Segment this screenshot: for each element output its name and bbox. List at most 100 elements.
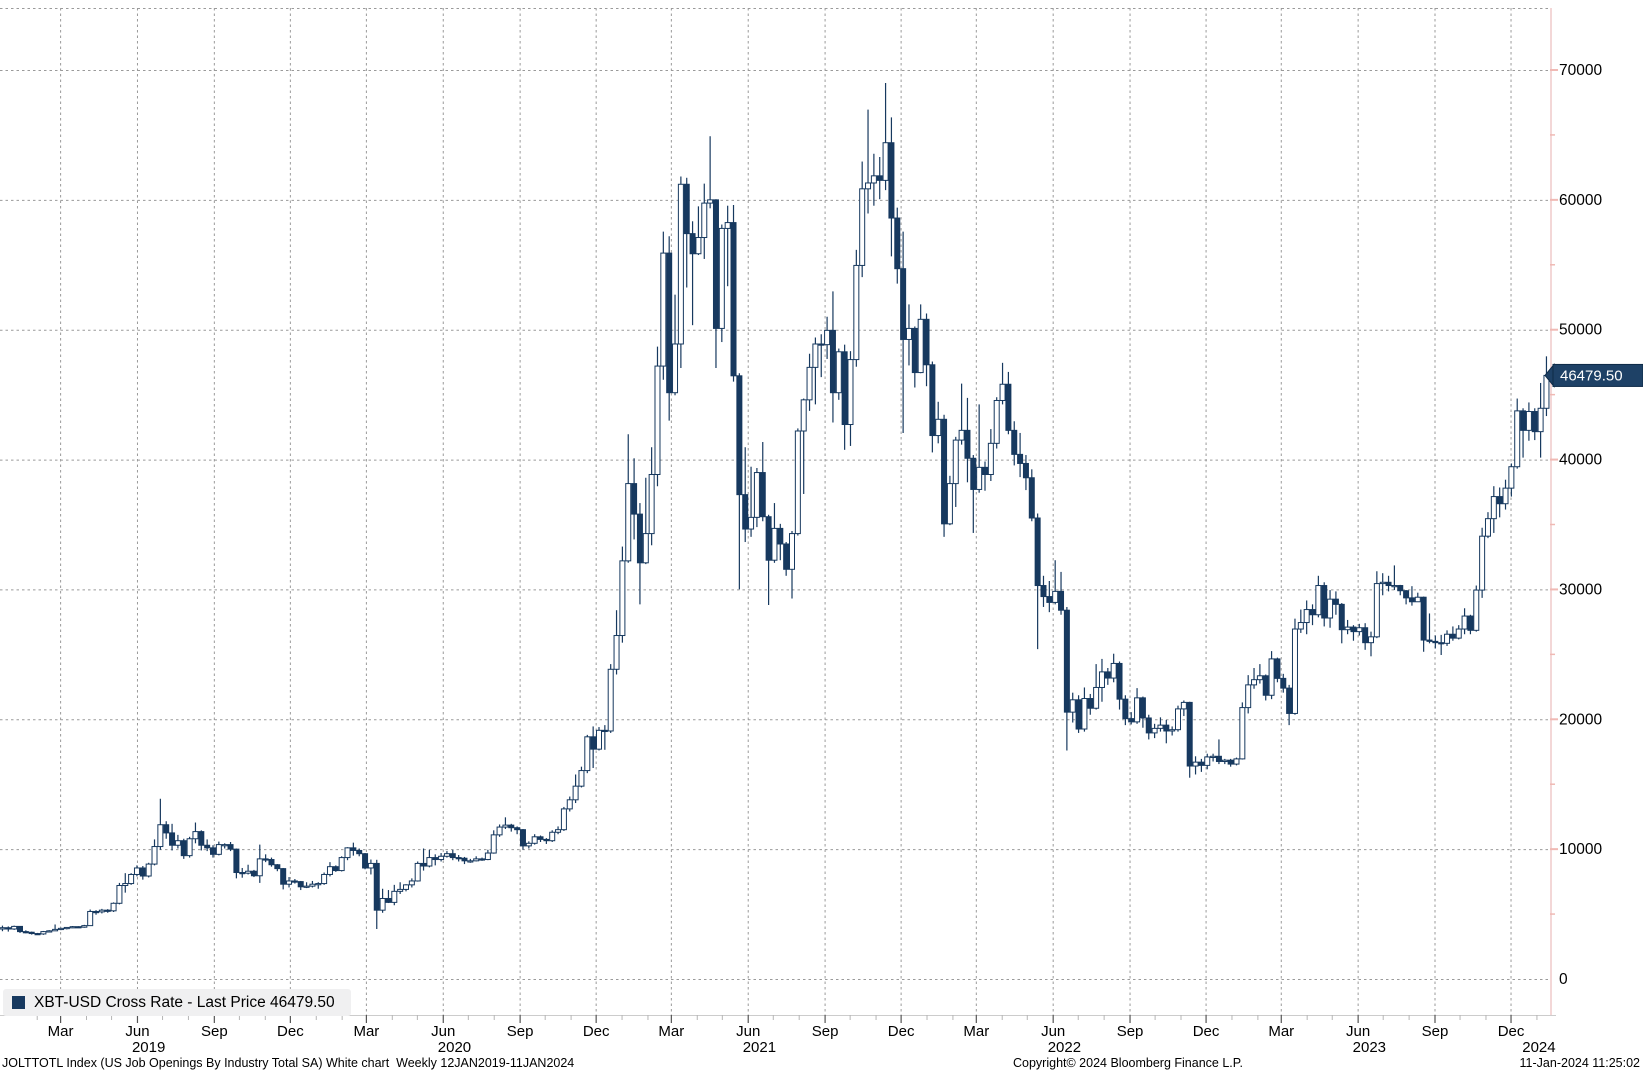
candle-body bbox=[853, 264, 860, 361]
candle-body bbox=[40, 931, 47, 935]
candle-body bbox=[1432, 640, 1439, 644]
candle-body bbox=[93, 910, 100, 914]
candle-body bbox=[1198, 761, 1205, 766]
candle-body bbox=[362, 853, 369, 869]
candle-body bbox=[332, 866, 339, 872]
candle-body bbox=[812, 343, 819, 368]
candle-body bbox=[514, 827, 521, 831]
candle-body bbox=[596, 729, 603, 750]
svg-text:2024: 2024 bbox=[1522, 1039, 1555, 1056]
candle-body bbox=[1163, 724, 1170, 732]
candle-body bbox=[46, 930, 53, 933]
candle-body bbox=[584, 736, 591, 772]
last-price-value: 46479.50 bbox=[1560, 367, 1623, 384]
candle-body bbox=[385, 897, 392, 903]
candle-body bbox=[1221, 759, 1228, 762]
candle-body bbox=[17, 925, 23, 933]
candle-body bbox=[338, 857, 345, 872]
candle-body bbox=[256, 858, 263, 877]
time-gridlines bbox=[60, 8, 1512, 1015]
candle-body bbox=[1028, 477, 1035, 519]
candle-body bbox=[601, 729, 608, 733]
legend-box[interactable]: XBT-USD Cross Rate - Last Price 46479.50 bbox=[3, 989, 351, 1016]
svg-text:Jun: Jun bbox=[125, 1023, 149, 1040]
candle-body bbox=[578, 770, 585, 787]
candle-body bbox=[438, 855, 445, 861]
candle-body bbox=[490, 834, 497, 854]
candle-body bbox=[806, 366, 813, 401]
candle-body bbox=[221, 844, 228, 847]
candle-body bbox=[789, 533, 796, 570]
candle-body bbox=[718, 227, 725, 329]
candle-body bbox=[479, 858, 486, 861]
footer-copyright: Copyright© 2024 Bloomberg Finance L.P. bbox=[1013, 1056, 1243, 1070]
svg-text:Sep: Sep bbox=[201, 1023, 228, 1040]
candlestick-series bbox=[0, 82, 1550, 936]
candle-body bbox=[1169, 729, 1176, 732]
candle-body bbox=[1227, 759, 1234, 765]
candle-body bbox=[824, 329, 831, 346]
candle-body bbox=[309, 883, 316, 887]
candle-body bbox=[87, 910, 94, 927]
candle-body bbox=[1204, 756, 1211, 766]
candle-body bbox=[1315, 585, 1322, 616]
candle-body bbox=[122, 883, 129, 887]
candle-body bbox=[1373, 583, 1380, 638]
candle-body bbox=[443, 853, 450, 857]
candle-body bbox=[560, 808, 567, 831]
candle-body bbox=[841, 351, 848, 426]
candle-body bbox=[192, 831, 199, 840]
candle-body bbox=[993, 399, 1000, 444]
candle-body bbox=[1157, 724, 1164, 729]
candle-body bbox=[783, 543, 790, 570]
candle-body bbox=[1385, 581, 1392, 587]
candle-body bbox=[233, 848, 240, 874]
candle-body bbox=[1215, 755, 1222, 762]
candle-body bbox=[1309, 609, 1316, 616]
candle-body bbox=[625, 483, 632, 562]
candle-body bbox=[1081, 698, 1088, 730]
candle-body bbox=[420, 862, 427, 867]
svg-text:Mar: Mar bbox=[658, 1023, 684, 1040]
candle-body bbox=[1438, 642, 1445, 645]
candle-body bbox=[11, 925, 18, 930]
candle-body bbox=[1046, 596, 1053, 603]
svg-text:20000: 20000 bbox=[1559, 711, 1602, 728]
candle-body bbox=[888, 142, 895, 219]
candle-body bbox=[905, 327, 912, 340]
candle-body bbox=[110, 902, 117, 912]
candle-body bbox=[1233, 758, 1240, 765]
candle-body bbox=[870, 175, 877, 184]
candle-body bbox=[566, 799, 573, 810]
candle-body bbox=[1245, 684, 1252, 709]
candle-body bbox=[847, 359, 854, 426]
candle-body bbox=[1022, 462, 1029, 479]
candle-body bbox=[683, 183, 690, 235]
svg-text:30000: 30000 bbox=[1559, 581, 1602, 598]
candle-body bbox=[777, 527, 784, 545]
candle-body bbox=[1075, 699, 1082, 730]
svg-text:50000: 50000 bbox=[1559, 322, 1602, 339]
candle-body bbox=[1087, 698, 1094, 709]
candle-body bbox=[724, 222, 731, 229]
price-gridlines bbox=[0, 8, 1549, 980]
candle-body bbox=[1286, 687, 1293, 714]
candle-body bbox=[1461, 615, 1468, 630]
candle-body bbox=[619, 560, 626, 637]
candle-body bbox=[210, 847, 217, 855]
candle-body bbox=[104, 909, 111, 912]
candle-body bbox=[286, 880, 293, 885]
candle-body bbox=[163, 824, 170, 834]
candle-body bbox=[941, 418, 948, 525]
candle-body bbox=[712, 199, 719, 329]
candle-body bbox=[1186, 701, 1193, 767]
candle-body bbox=[748, 516, 755, 530]
candle-body bbox=[1484, 518, 1491, 537]
candle-body bbox=[139, 867, 146, 877]
svg-text:70000: 70000 bbox=[1559, 62, 1602, 79]
svg-text:2021: 2021 bbox=[743, 1039, 776, 1056]
svg-text:10000: 10000 bbox=[1559, 841, 1602, 858]
candle-body bbox=[280, 868, 287, 885]
